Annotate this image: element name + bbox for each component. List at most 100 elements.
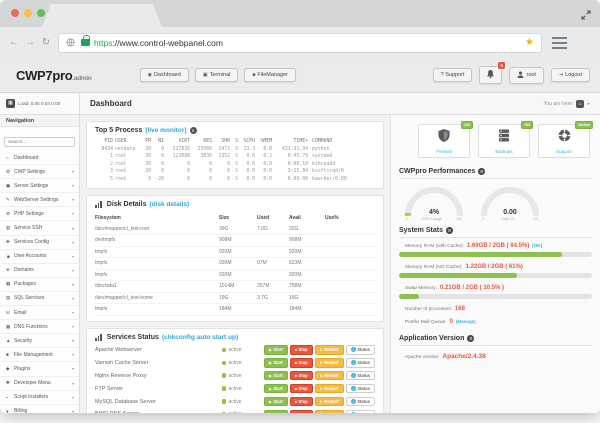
sidebar-item[interactable]: ⚙ CWP Settings ▾ xyxy=(0,165,79,180)
home-icon[interactable]: ⌂ xyxy=(576,99,585,108)
gear-icon[interactable]: ⚙ xyxy=(445,227,453,234)
restart-button[interactable]: ↻Restart xyxy=(314,345,344,355)
refresh-button[interactable]: ↻ xyxy=(41,37,51,48)
stop-button[interactable]: ■Stop xyxy=(289,358,313,368)
stop-button[interactable]: ■Stop xyxy=(289,396,313,407)
user-icon xyxy=(517,71,524,80)
load-indicator[interactable]: ▦ Load: 0.05 0.04 0.05 xyxy=(0,93,80,115)
expand-icon[interactable] xyxy=(581,7,591,25)
browser-menu-icon[interactable] xyxy=(549,36,569,49)
bar-chart-icon xyxy=(95,201,102,208)
start-button[interactable]: ▶Start xyxy=(263,383,288,394)
wrench-icon: ✚ xyxy=(6,239,10,245)
sidebar-item[interactable]: ▲ Security ▾ xyxy=(0,334,79,349)
sidebar-item[interactable]: ✚ Services Config ▾ xyxy=(0,236,79,250)
play-icon: ▶ xyxy=(268,399,272,404)
start-button[interactable]: ▶Start xyxy=(263,409,288,413)
chkconfig-link[interactable]: (chkconfig auto start up) xyxy=(161,333,239,341)
active-dot-icon xyxy=(221,399,227,404)
sidebar-item[interactable]: ▣ Server Settings ▾ xyxy=(0,179,79,194)
cpu-gauge: 4% 0 CPU Usage 100 xyxy=(405,187,463,221)
traffic-lights xyxy=(11,9,45,17)
disk-io-gauge-value: 0.00 xyxy=(503,209,517,216)
close-window-icon[interactable] xyxy=(11,9,19,17)
stop-button[interactable]: ■Stop xyxy=(289,383,313,394)
service-row: Nginx Reverse Proxy active ▶ Start ■ Stop … xyxy=(95,369,375,382)
header-nav-button[interactable]: ◉ Dashboard xyxy=(139,68,189,82)
sidebar-item[interactable]: ◆ Plugins ▾ xyxy=(0,362,79,377)
sidebar-item[interactable]: ⌂ Dashboard xyxy=(0,151,79,166)
restart-button[interactable]: ↻Restart xyxy=(314,370,344,381)
service-status: active xyxy=(221,373,264,379)
play-icon: ▶ xyxy=(268,373,272,378)
browser-window: ← → ↻ https://www.control-webpanel.com ★… xyxy=(0,0,600,413)
manage-link[interactable]: (Manage) xyxy=(455,319,476,324)
header-nav-button[interactable]: ■ FileManager xyxy=(244,68,296,82)
process-table-header: PID USER PR NI VIRT RES SHR S %CPU %MEM TIME+… xyxy=(104,139,333,144)
sidebar-item[interactable]: ■ File Management ▾ xyxy=(0,348,79,363)
restart-button[interactable]: ↻Restart xyxy=(314,396,344,407)
start-button[interactable]: ▶Start xyxy=(263,396,288,407)
sidebar-item[interactable]: ✉ Email ▾ xyxy=(0,306,79,321)
sidebar-item[interactable]: ✱ Developer Menu ▾ xyxy=(0,377,79,391)
sidebar-item[interactable]: ● Billing ▾ xyxy=(0,405,79,413)
restart-button[interactable]: ↻Restart xyxy=(314,358,344,368)
sidebar-item[interactable]: ▥ Service SSH ▾ xyxy=(0,221,79,236)
support-card[interactable]: Online Support xyxy=(538,121,593,158)
sidebar-item[interactable]: ▦ Packages ▾ xyxy=(0,278,79,292)
start-button[interactable]: ▶Start xyxy=(263,345,288,355)
service-row: FTP Server active ▶ Start ■ Stop ↻ Restart … xyxy=(95,382,375,395)
sidebar-item[interactable]: ✎ WebServer Settings ▾ xyxy=(0,193,79,208)
sidebar-item-label: Dashboard xyxy=(14,154,39,161)
restart-button[interactable]: ↻Restart xyxy=(314,409,344,413)
sidebar-item[interactable]: ▩ DNS Functions ▾ xyxy=(0,320,79,335)
close-icon[interactable]: ✕ xyxy=(189,127,197,134)
chevron-down-icon: ▾ xyxy=(71,239,74,245)
restart-button[interactable]: ↻Restart xyxy=(314,383,344,394)
notifications-button[interactable]: 5 xyxy=(479,61,507,84)
bookmark-star-icon[interactable]: ★ xyxy=(525,37,534,48)
sidebar-item[interactable]: ⊕ Domains ▾ xyxy=(0,264,79,278)
disk-io-gauge-label: Disk I/O xyxy=(501,217,515,221)
maximize-window-icon[interactable] xyxy=(37,9,45,17)
address-bar[interactable]: https://www.control-webpanel.com ★ xyxy=(58,32,542,53)
gear-icon[interactable]: ⚙ xyxy=(478,168,486,175)
search-input[interactable] xyxy=(4,136,75,147)
logout-button[interactable]: ⇥ Logout xyxy=(550,68,590,82)
sidebar-item-label: Services Config xyxy=(14,239,50,246)
forward-button[interactable]: → xyxy=(25,37,35,48)
back-button[interactable]: ← xyxy=(9,37,19,48)
page-title: Dashboard xyxy=(90,99,132,108)
user-button[interactable]: root xyxy=(509,66,544,84)
service-name: MySQL Database Server xyxy=(95,398,156,405)
url-text: https://www.control-webpanel.com xyxy=(94,37,223,48)
browser-tab[interactable] xyxy=(42,4,162,27)
sidebar-item[interactable]: ⚙ PHP Settings ▾ xyxy=(0,207,79,222)
stat-link[interactable]: [OK] xyxy=(532,243,543,248)
live-monitor-link[interactable]: [live monitor] xyxy=(145,127,187,134)
sidebar-item-label: User Accounts xyxy=(14,253,47,260)
firewall-card[interactable]: ON Firewall xyxy=(418,121,473,158)
start-button[interactable]: ▶Start xyxy=(263,358,288,368)
sidebar-item[interactable]: ▪ Script Installers ▾ xyxy=(0,391,79,405)
header-nav-button[interactable]: ▣ Terminal xyxy=(194,68,239,82)
sidebar-item[interactable]: ▤ SQL Services ▾ xyxy=(0,292,79,307)
stop-button[interactable]: ■Stop xyxy=(289,370,313,381)
support-button[interactable]: ? Support xyxy=(432,68,473,82)
gear-icon[interactable]: ⚙ xyxy=(467,335,475,342)
start-button[interactable]: ▶Start xyxy=(263,370,288,381)
sidebar-item[interactable]: ☻ User Accounts ▾ xyxy=(0,250,79,264)
backups-card[interactable]: ON Backups xyxy=(478,121,533,158)
disk-details-link[interactable]: (disk details) xyxy=(149,201,190,208)
minimize-window-icon[interactable] xyxy=(24,9,32,17)
stop-button[interactable]: ■Stop xyxy=(289,409,313,413)
stop-button[interactable]: ■Stop xyxy=(289,345,313,355)
